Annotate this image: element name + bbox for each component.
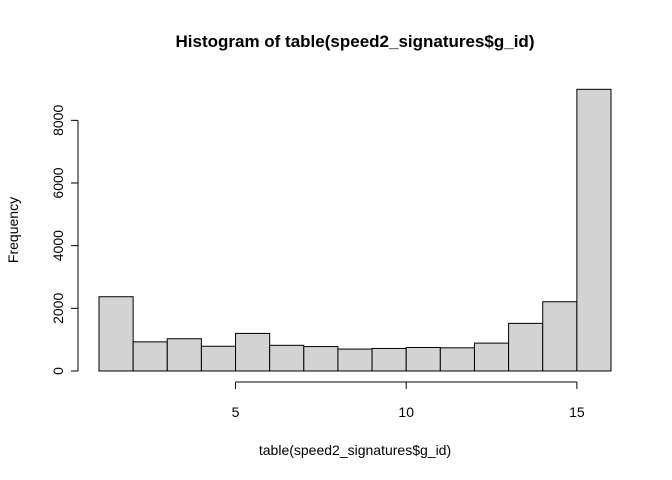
y-tick-label: 4000 [50,230,66,261]
x-axis: 5 10 15 [232,381,585,420]
histogram-bar [166,338,202,372]
histogram-bar [303,346,339,372]
y-tick-label: 0 [50,367,66,375]
y-axis-label: Frequency [5,197,21,263]
histogram-bar [132,341,168,372]
chart-title: Histogram of table(speed2_signatures$g_i… [176,32,535,51]
x-axis-label: table(speed2_signatures$g_id) [259,442,451,458]
x-tick-label: 10 [398,404,414,420]
y-tick-label: 6000 [50,167,66,198]
histogram-bar [439,347,475,372]
x-tick-label: 5 [232,404,240,420]
y-tick-label: 2000 [50,293,66,324]
histogram-bar [576,88,612,372]
bars-group [98,88,612,372]
histogram-bar [542,301,578,372]
y-axis: 0 2000 4000 6000 8000 [50,105,79,375]
x-tick-label: 15 [569,404,585,420]
histogram-bar [200,345,237,372]
histogram-bar [235,332,271,372]
histogram-bar [371,347,407,372]
histogram-bar [98,296,134,372]
histogram-bar [337,348,373,372]
y-tick-label: 8000 [50,105,66,136]
histogram-bar [473,342,510,372]
histogram-bar [405,347,441,372]
histogram-bar [508,322,544,372]
histogram-bar [269,344,305,372]
